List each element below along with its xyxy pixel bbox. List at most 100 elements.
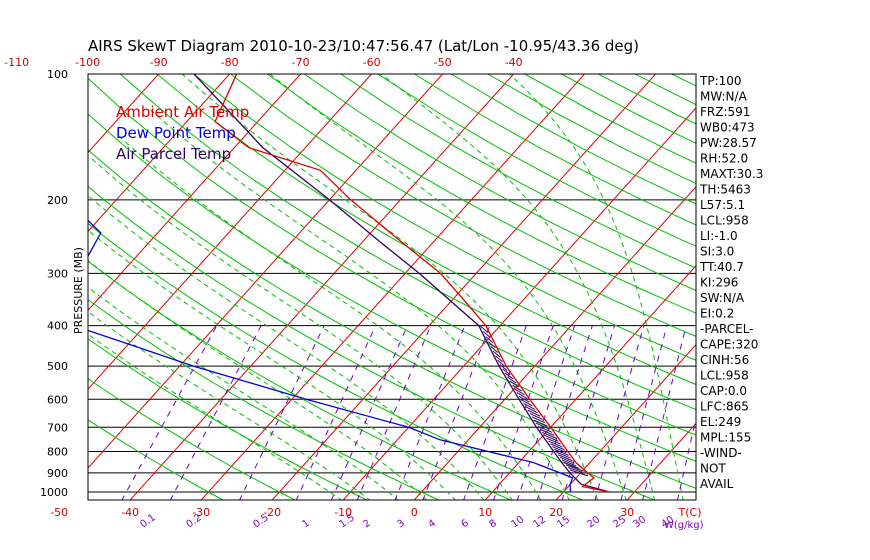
isotherm-line [271,74,656,500]
mixing-ratio-tick-label: 0.1 [138,512,157,530]
cape-hatch-line [554,448,569,456]
isotherm-line [200,74,585,500]
pressure-tick-label: 500 [47,360,68,373]
index-label: EL:249 [700,415,741,429]
isotherm-line [129,74,514,500]
mixing-ratio-tick-label: 3 [395,518,407,531]
mixing-ratio-line [394,325,466,500]
pressure-tick-label: 900 [47,467,68,480]
index-label: LFC:865 [700,400,749,414]
dry-adiabat-line [303,74,696,291]
mixing-ratio-tick-label: 2 [361,518,373,531]
top-temp-tick-label: -60 [363,56,381,69]
cape-hatch-line [537,425,553,433]
dry-adiabat-line [88,260,512,500]
cape-hatch-line [542,431,557,439]
pressure-tick-label: 800 [47,445,68,458]
mixing-ratio-line [330,325,408,500]
isotherm-line [839,74,870,501]
legend-entry: Air Parcel Temp [116,145,231,163]
cape-hatch-line [527,409,541,417]
dry-adiabat-line [450,74,696,205]
dry-adiabat-line [487,74,696,184]
index-label: MAXT:30.3 [700,167,763,181]
legend: Ambient Air Temp Dew Point Temp Air Parcel… [116,103,249,163]
dry-adiabat-line [524,74,696,164]
cape-hatch-line [482,331,491,338]
cape-hatch-line [565,464,583,472]
top-temp-tick-label: -80 [221,56,239,69]
moist-adiabat-line [269,74,627,500]
cape-hatch-line [529,413,543,421]
moist-adiabat-line [380,74,656,500]
index-label: LCL:958 [700,369,749,383]
cape-hatch-line [539,428,555,436]
pressure-tick-label: 200 [47,194,68,207]
isotherm-line [88,74,230,233]
top-temp-tick-label: -90 [150,56,168,69]
moist-adiabat-line [509,74,684,500]
cape-hatch-line [495,355,503,363]
index-label: -PARCEL- [700,322,754,336]
index-label: KI:296 [700,276,738,290]
moist-adiabat-line [88,333,343,500]
cape-hatch-line [550,443,565,451]
cape-hatch-line [556,451,571,459]
index-label: TT:40.7 [699,260,744,274]
isotherm-line [88,74,443,469]
cape-hatch-line [567,466,586,474]
mixing-ratio-line [239,325,325,500]
bottom-temp-tick-label: 30 [620,506,634,519]
mixing-ratio-tick-label: 8 [487,518,499,531]
cape-hatch-line [525,406,538,414]
cape-hatch-line [502,368,511,376]
isotherm-line [88,74,301,311]
mixing-ratio-tick-label: 4 [426,518,438,531]
parcel-profile-line [193,74,610,493]
cape-hatch-line [544,434,559,442]
cape-hatch-line [559,456,575,464]
dry-adiabat-line [230,74,696,337]
isotherm-line [413,186,696,500]
index-label: TP:100 [699,74,742,88]
cape-hatch-line [509,380,520,388]
axes: 1002003004005006007008009001000-120-110-… [4,56,704,531]
pressure-tick-label: 700 [47,421,68,434]
temperature-profile-line [214,74,610,493]
index-label: MPL:155 [700,431,751,445]
cape-hatch-line [557,454,573,462]
legend-entry: Ambient Air Temp [116,103,249,121]
isotherm-line [768,74,870,501]
x-axis-label: T(C) [678,506,702,519]
bottom-temp-tick-label: -30 [192,506,210,519]
index-label: SI:3.0 [700,245,734,259]
plot-frame [87,73,697,501]
cape-hatch-line [521,399,533,407]
cape-hatch-line [480,325,489,333]
index-label: CAP:0.0 [700,384,747,398]
index-label: PW:28.57 [700,136,757,150]
bottom-temp-tick-label: 10 [478,506,492,519]
cape-hatch-line [507,376,517,384]
dry-adiabat-line [377,74,696,247]
mixing-ratio-line [642,325,687,500]
bottom-temp-tick-label: -20 [263,506,281,519]
index-label: WB0:473 [700,121,755,135]
index-label: AVAIL [700,477,734,491]
cape-hatch-line [516,392,528,400]
mixing-ratio-line [676,416,696,500]
bottom-temp-tick-label: 20 [549,506,563,519]
cape-hatch-line [499,364,508,372]
cape-hatch-line [518,395,530,403]
cape-hatch-line [514,388,525,396]
bottom-temp-tick-label: -40 [121,506,139,519]
dry-adiabat-line [88,298,440,500]
pressure-tick-label: 1000 [40,486,68,499]
mixing-ratio-line [356,325,432,500]
bottom-temp-tick-label: -50 [50,506,68,519]
cape-hatch-line [548,440,563,448]
cape-hatch-line [561,459,577,467]
index-label: EI:0.2 [700,307,734,321]
dry-adiabat-line [267,74,696,314]
